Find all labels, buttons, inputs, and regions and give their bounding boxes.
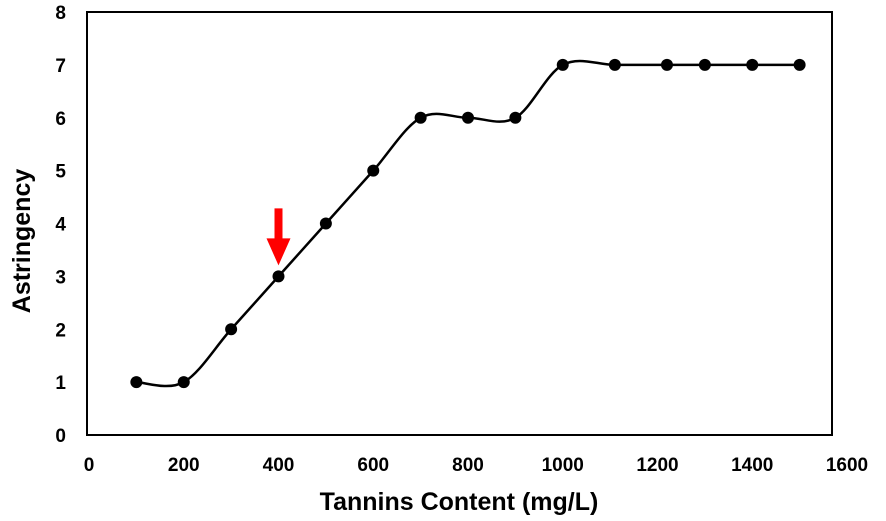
y-tick-label: 4 [55, 215, 66, 236]
x-tick-label: 200 [168, 455, 200, 476]
data-point [746, 58, 759, 71]
data-point [272, 270, 285, 283]
data-point [130, 376, 143, 389]
x-tick-label: 1200 [636, 455, 678, 476]
series-line [136, 59, 800, 388]
data-point [660, 58, 673, 71]
y-tick-label: 6 [55, 109, 66, 130]
x-tick-label: 400 [263, 455, 295, 476]
data-point [556, 58, 569, 71]
series-layer [130, 58, 806, 389]
y-tick-label: 0 [55, 426, 66, 447]
y-tick-label: 1 [55, 373, 66, 394]
x-tick-label: 800 [452, 455, 484, 476]
x-axis-ticks: 0 200 400 600 800 1000 1200 1400 1600 [84, 455, 868, 476]
y-tick-label: 5 [55, 162, 66, 183]
y-tick-label: 7 [55, 56, 66, 77]
x-axis-title: Tannins Content (mg/L) [320, 488, 599, 516]
y-tick-label: 2 [55, 320, 66, 341]
red-arrow-icon [266, 208, 291, 266]
x-tick-label: 600 [357, 455, 389, 476]
y-axis-ticks: 0 1 2 3 4 5 6 7 8 [55, 3, 66, 447]
x-tick-label: 0 [84, 455, 95, 476]
y-tick-label: 8 [55, 3, 66, 24]
x-tick-label: 1000 [542, 455, 584, 476]
y-tick-label: 3 [55, 267, 66, 288]
data-point [698, 58, 711, 71]
data-point [509, 111, 522, 124]
x-tick-label: 1600 [826, 455, 868, 476]
data-point [177, 376, 190, 389]
data-point [367, 164, 380, 177]
data-point [793, 58, 806, 71]
data-point [414, 111, 427, 124]
data-point [319, 217, 332, 230]
x-tick-label: 1400 [731, 455, 773, 476]
data-point [608, 58, 621, 71]
plot-frame [86, 11, 833, 436]
data-point [462, 111, 474, 124]
y-axis-title: Astringency [8, 169, 36, 314]
data-point [225, 323, 238, 336]
annotation-layer [266, 208, 291, 266]
